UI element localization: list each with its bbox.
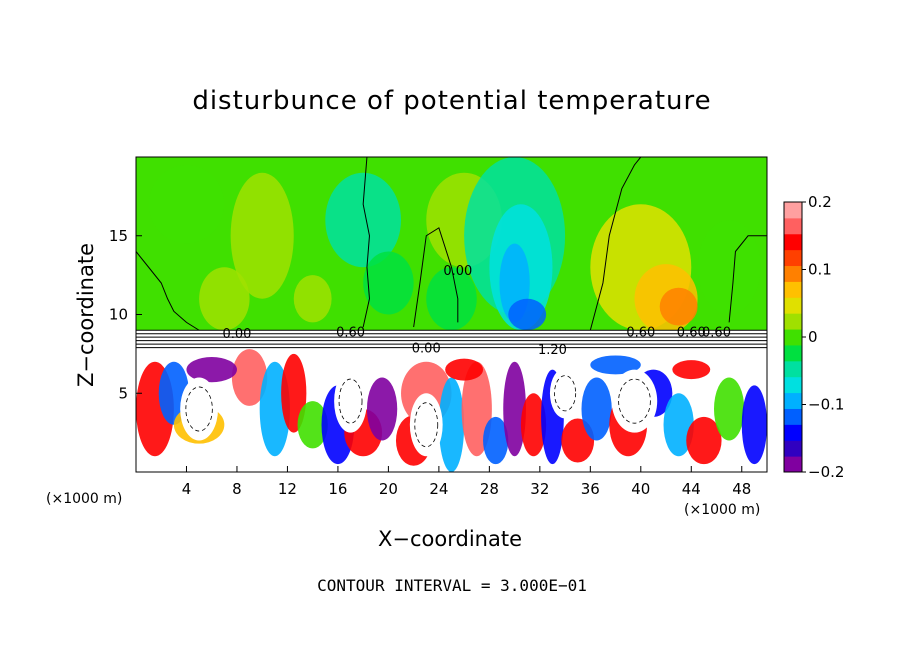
colorbar-swatch — [784, 440, 802, 457]
x-tick-label: 16 — [328, 480, 347, 498]
colorbar-swatch — [784, 424, 802, 441]
x-tick-label: 32 — [530, 480, 549, 498]
y-tick-label: 10 — [109, 306, 128, 324]
x-tick-label: 48 — [732, 480, 751, 498]
x-tick-label: 12 — [278, 480, 297, 498]
colorbar-swatch — [784, 265, 802, 282]
x-axis-label: X−coordinate — [378, 527, 522, 551]
x-tick-label: 8 — [232, 480, 242, 498]
colorbar-swatch — [784, 392, 802, 409]
x-tick-label: 24 — [429, 480, 448, 498]
contour-label: 0.60 — [626, 326, 655, 341]
colorbar-swatch — [784, 344, 802, 362]
chart-title: disturbunce of potential temperature — [192, 86, 712, 116]
x-tick-label: 40 — [631, 480, 650, 498]
x-tick-label: 4 — [182, 480, 192, 498]
contour-label: 1.20 — [538, 343, 567, 358]
x-unit-label-left: (×1000 m) — [46, 491, 123, 507]
colorbar-swatch — [784, 313, 802, 330]
y-tick-label: 15 — [109, 227, 128, 245]
contour-label: 0.00 — [412, 341, 441, 356]
colorbar-swatch — [784, 297, 802, 314]
colorbar-swatch — [784, 202, 802, 219]
contour-interval-text: CONTOUR INTERVAL = 3.000E−01 — [317, 576, 587, 595]
colorbar-swatch — [784, 329, 802, 346]
contour-label: 0.60 — [677, 326, 706, 341]
colorbar-tick-label: 0.1 — [808, 261, 832, 279]
colorbar-swatch — [784, 233, 802, 251]
contour-label: 0.60 — [336, 326, 365, 341]
colorbar-tick-label: 0 — [808, 328, 818, 346]
contour-label: 0.00 — [222, 327, 251, 342]
x-unit-label-right: (×1000 m) — [684, 502, 761, 518]
colorbar-swatch — [784, 249, 802, 267]
heatmap-field — [136, 157, 767, 472]
colorbar-tick-label: −0.2 — [808, 463, 844, 481]
contour-label: 0.60 — [702, 326, 731, 341]
colorbar-swatch — [784, 360, 802, 378]
colorbar-swatch — [784, 217, 802, 235]
x-tick-label: 36 — [581, 480, 600, 498]
colorbar-tick-label: −0.1 — [808, 396, 844, 414]
y-axis-label: Z−coordinate — [74, 243, 98, 387]
colorbar-swatch — [784, 281, 802, 298]
x-tick-label: 28 — [480, 480, 499, 498]
y-tick-label: 5 — [118, 384, 128, 402]
x-tick-label: 44 — [682, 480, 701, 498]
colorbar-swatch — [784, 408, 802, 425]
colorbar-tick-label: 0.2 — [808, 193, 832, 211]
contour-label: 0.00 — [443, 264, 472, 279]
x-tick-label: 20 — [379, 480, 398, 498]
colorbar-swatch — [784, 456, 802, 473]
colorbar-swatch — [784, 376, 802, 394]
